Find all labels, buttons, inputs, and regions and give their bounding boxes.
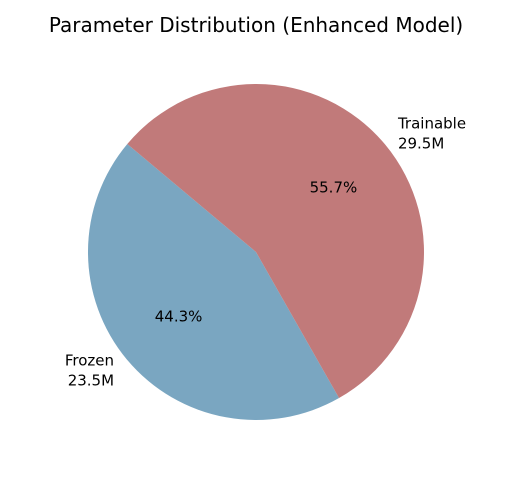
slice-outer-label-frozen: Frozen 23.5M	[65, 351, 114, 389]
slice-name: Trainable	[397, 115, 466, 133]
labels-layer: 44.3% Frozen 23.5M 55.7% Trainable 29.5M	[65, 115, 466, 390]
slice-name: Frozen	[65, 351, 114, 369]
pie-slice-frozen	[87, 144, 340, 421]
slice-value: 23.5M	[68, 371, 114, 389]
slices-layer	[87, 84, 424, 421]
pie-slice-trainable	[127, 84, 424, 399]
chart-title: Parameter Distribution (Enhanced Model)	[49, 13, 463, 37]
slice-outer-label-trainable: Trainable 29.5M	[397, 115, 466, 153]
slice-percent-label-frozen: 44.3%	[155, 308, 203, 326]
slice-value: 29.5M	[398, 135, 444, 153]
slice-percent-label-trainable: 55.7%	[310, 178, 358, 196]
